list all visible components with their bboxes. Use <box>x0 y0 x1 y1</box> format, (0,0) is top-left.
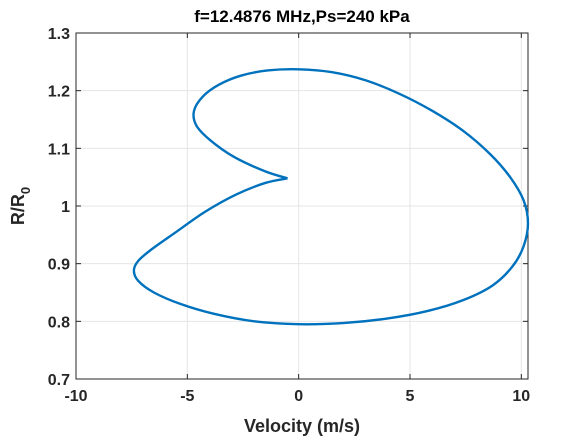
y-axis-label-subscript: 0 <box>18 187 33 194</box>
y-tick-label: 0.8 <box>48 314 70 331</box>
x-tick-label: -10 <box>64 388 87 405</box>
y-axis-label: R/R0 <box>8 187 33 225</box>
x-tick-label: 0 <box>294 388 303 405</box>
chart-title: f=12.4876 MHz,Ps=240 kPa <box>194 7 410 26</box>
y-tick-label: 1.1 <box>48 141 70 158</box>
series-line <box>132 68 530 326</box>
x-tick-label: -5 <box>180 388 194 405</box>
grid <box>75 32 528 380</box>
y-tick-label: 1 <box>61 199 70 216</box>
x-axis-label: Velocity (m/s) <box>244 416 360 436</box>
x-tick-label: 10 <box>512 388 530 405</box>
y-tick-label: 0.7 <box>48 372 70 389</box>
y-axis-label-main: R/R <box>8 194 28 225</box>
x-tick-label: 5 <box>406 388 415 405</box>
y-tick-label: 1.2 <box>48 84 70 101</box>
y-tick-label: 1.3 <box>48 26 70 43</box>
axis-ticks: -10 -5 0 5 10 0.7 0.8 0.9 1 1.1 1.2 1.3 <box>48 26 531 405</box>
y-tick-label: 0.9 <box>48 257 70 274</box>
